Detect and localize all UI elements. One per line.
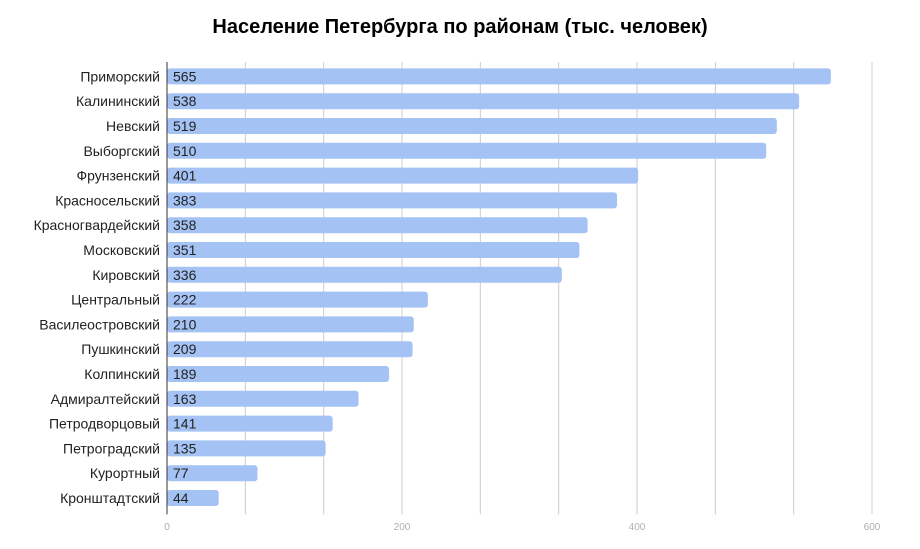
category-label: Василеостровский xyxy=(39,316,160,332)
category-label: Центральный xyxy=(71,292,160,308)
bar xyxy=(167,266,562,283)
category-label: Калининский xyxy=(76,93,160,109)
category-label: Кировский xyxy=(92,267,160,283)
bar xyxy=(167,142,767,159)
category-label: Невский xyxy=(106,118,160,134)
category-label: Курортный xyxy=(90,465,160,481)
bar xyxy=(167,366,390,382)
bar xyxy=(167,217,588,234)
data-label: 401 xyxy=(173,168,197,184)
bar xyxy=(167,167,639,184)
category-label: Колпинский xyxy=(84,366,160,382)
bar xyxy=(167,390,359,407)
x-tick-label: 200 xyxy=(394,522,411,533)
chart-title: Население Петербурга по районам (тыс. че… xyxy=(212,16,708,38)
bar xyxy=(167,316,414,333)
category-label: Приморский xyxy=(80,68,160,84)
bar xyxy=(167,440,326,457)
data-label: 210 xyxy=(173,316,197,332)
bar xyxy=(167,242,580,258)
data-label: 510 xyxy=(173,143,197,159)
data-label: 189 xyxy=(173,366,197,382)
category-label: Фрунзенский xyxy=(76,168,160,184)
bar xyxy=(167,68,831,85)
category-label: Адмиралтейский xyxy=(51,391,160,407)
category-label: Петродворцовый xyxy=(49,416,160,432)
x-tick-label: 0 xyxy=(164,522,170,533)
data-label: 209 xyxy=(173,341,197,357)
data-label: 351 xyxy=(173,242,197,258)
bar xyxy=(167,341,413,358)
category-label: Красногвардейский xyxy=(34,217,160,233)
data-label: 44 xyxy=(173,490,189,506)
data-label: 519 xyxy=(173,118,197,134)
data-label: 538 xyxy=(173,93,197,109)
data-label: 358 xyxy=(173,217,197,233)
category-label: Московский xyxy=(83,242,160,258)
bar xyxy=(167,465,258,482)
data-label: 135 xyxy=(173,440,197,456)
x-tick-label: 400 xyxy=(629,522,646,533)
bar xyxy=(167,291,428,308)
bar xyxy=(167,192,618,209)
bar xyxy=(167,93,800,110)
data-label: 77 xyxy=(173,465,189,481)
data-label: 141 xyxy=(173,416,197,432)
bar xyxy=(167,415,333,432)
data-label: 383 xyxy=(173,192,197,208)
bar xyxy=(167,490,219,506)
data-label: 163 xyxy=(173,391,197,407)
category-label: Пушкинский xyxy=(81,341,160,357)
bar xyxy=(167,118,777,134)
data-label: 222 xyxy=(173,292,197,308)
category-label: Петроградский xyxy=(63,440,160,456)
x-tick-label: 600 xyxy=(864,522,881,533)
category-label: Выборгский xyxy=(83,143,160,159)
data-label: 565 xyxy=(173,68,197,84)
category-label: Кронштадтский xyxy=(60,490,160,506)
category-label: Красносельский xyxy=(55,192,160,208)
data-label: 336 xyxy=(173,267,197,283)
